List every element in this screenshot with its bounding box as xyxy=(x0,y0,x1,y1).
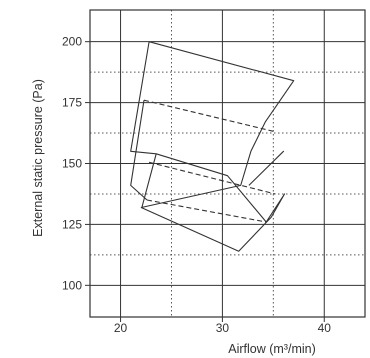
curve-dashed-6 xyxy=(148,161,276,195)
curve-dashed-3 xyxy=(146,199,267,223)
y-axis-label: External static pressure (Pa) xyxy=(31,79,45,237)
performance-curves xyxy=(130,41,295,252)
y-tick-label-3: 175 xyxy=(62,96,82,110)
grid xyxy=(90,10,365,317)
y-tick-label-1: 125 xyxy=(62,217,82,231)
axis-ticks: 100 125 150 175 200 20 30 40 xyxy=(62,35,331,335)
curve-solid-5 xyxy=(140,153,286,252)
curve-solid-4 xyxy=(248,150,285,186)
y-tick-label-0: 100 xyxy=(62,278,82,292)
x-tick-label-2: 40 xyxy=(318,321,332,335)
y-tick-label-4: 200 xyxy=(62,35,82,49)
y-tick-label-2: 150 xyxy=(62,157,82,171)
curve-solid-0 xyxy=(130,41,295,208)
x-tick-label-0: 20 xyxy=(114,321,128,335)
x-axis-label: Airflow (m³/min) xyxy=(228,342,316,356)
x-tick-label-1: 30 xyxy=(216,321,230,335)
curve-solid-1 xyxy=(130,100,148,201)
curve-dashed-2 xyxy=(143,99,276,133)
